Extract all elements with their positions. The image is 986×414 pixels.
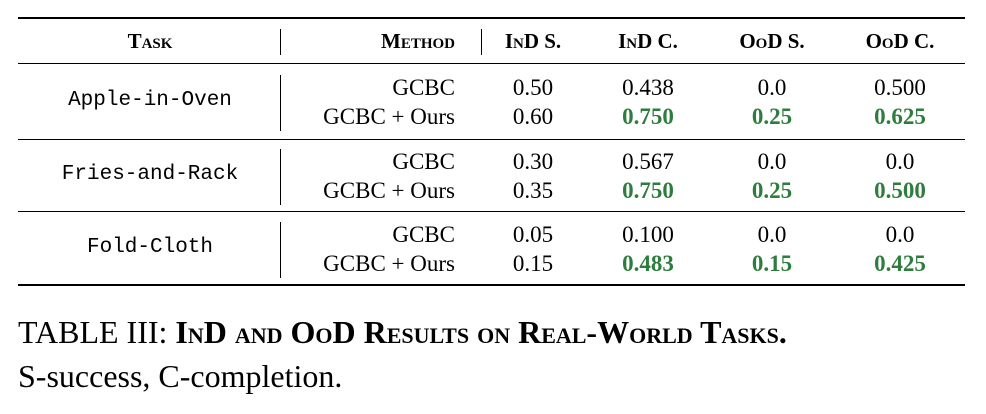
top-rule bbox=[18, 17, 965, 19]
task-name: Apple-in-Oven bbox=[68, 89, 232, 112]
value: 0.100 bbox=[622, 222, 674, 247]
value: 0.438 bbox=[622, 75, 674, 100]
highlight-value: 0.15 bbox=[751, 251, 793, 276]
highlight-value: 0.483 bbox=[622, 251, 674, 276]
column-divider bbox=[280, 149, 281, 205]
value: 0.15 bbox=[512, 251, 554, 276]
value: 0.0 bbox=[885, 222, 915, 247]
method-name: GCBC bbox=[392, 75, 455, 100]
column-divider bbox=[481, 29, 482, 55]
group-rule bbox=[18, 139, 965, 140]
method-name: GCBC bbox=[392, 149, 455, 174]
column-divider bbox=[280, 222, 281, 278]
task-name: Fold-Cloth bbox=[86, 236, 214, 259]
method-name: GCBC + Ours bbox=[323, 104, 455, 129]
value: 0.05 bbox=[512, 222, 554, 247]
value: 0.30 bbox=[512, 149, 554, 174]
value: 0.500 bbox=[874, 75, 926, 100]
value: 0.35 bbox=[512, 178, 554, 203]
column-divider bbox=[280, 75, 281, 131]
bottom-rule bbox=[18, 284, 965, 286]
caption-title: InD and OoD Results on Real-World Tasks. bbox=[175, 314, 787, 350]
highlight-value: 0.25 bbox=[751, 104, 793, 129]
group-rule bbox=[18, 211, 965, 212]
highlight-value: 0.750 bbox=[622, 104, 674, 129]
header-cell: InD C. bbox=[618, 29, 678, 53]
value: 0.0 bbox=[757, 149, 787, 174]
caption-text: S-success, C-completion. bbox=[18, 358, 343, 394]
highlight-value: 0.750 bbox=[622, 178, 674, 203]
method-name: GCBC + Ours bbox=[323, 251, 455, 276]
value: 0.50 bbox=[512, 75, 554, 100]
value: 0.0 bbox=[885, 149, 915, 174]
header-cell: OoD S. bbox=[739, 29, 805, 53]
caption-label: TABLE III: bbox=[18, 314, 168, 350]
value: 0.0 bbox=[757, 222, 787, 247]
highlight-value: 0.500 bbox=[874, 178, 926, 203]
highlight-value: 0.425 bbox=[874, 251, 926, 276]
value: 0.0 bbox=[757, 75, 787, 100]
header-cell: OoD C. bbox=[865, 29, 935, 53]
header-cell: InD S. bbox=[504, 29, 562, 53]
header-rule bbox=[18, 63, 965, 64]
column-divider bbox=[280, 29, 281, 55]
value: 0.567 bbox=[622, 149, 674, 174]
task-name: Fries-and-Rack bbox=[61, 163, 239, 186]
value: 0.60 bbox=[512, 104, 554, 129]
caption-line: TABLE III: InD and OoD Results on Real-W… bbox=[18, 316, 787, 348]
method-name: GCBC + Ours bbox=[323, 178, 455, 203]
header-cell: Task bbox=[127, 29, 173, 53]
highlight-value: 0.625 bbox=[874, 104, 926, 129]
method-name: GCBC bbox=[392, 222, 455, 247]
header-cell: Method bbox=[381, 29, 455, 53]
highlight-value: 0.25 bbox=[751, 178, 793, 203]
